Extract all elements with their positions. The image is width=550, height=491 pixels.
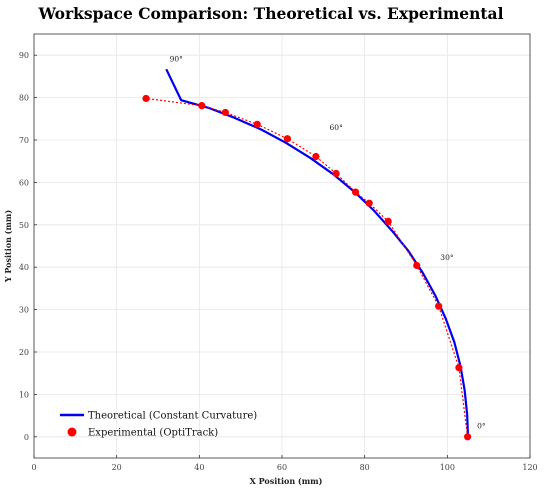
experimental-point <box>365 199 373 207</box>
x-tick-label: 0 <box>31 463 36 472</box>
experimental-point <box>413 261 421 270</box>
experimental-point <box>198 102 206 110</box>
experimental-point <box>312 152 320 161</box>
angle-annotation: 60° <box>330 123 344 132</box>
angle-annotation: 90° <box>170 55 184 64</box>
x-axis-label: X Position (mm) <box>250 476 323 486</box>
y-tick-label: 20 <box>19 348 29 357</box>
experimental-point <box>351 188 360 196</box>
x-tick-label: 100 <box>440 463 455 472</box>
annotations: 0° 30° 60° 90° <box>170 55 486 431</box>
y-tick-label: 80 <box>19 94 29 103</box>
x-tick-label: 20 <box>112 463 122 472</box>
series-theoretical-line <box>165 68 470 437</box>
y-tick-label: 60 <box>19 178 29 187</box>
x-tick-label: 80 <box>360 463 370 472</box>
experimental-point <box>455 364 463 372</box>
legend-label-experimental: Experimental (OptiTrack) <box>88 428 218 439</box>
x-tick-label: 60 <box>277 463 287 472</box>
y-tick-label: 40 <box>19 263 29 272</box>
grid-lines <box>33 34 531 458</box>
chart-title: Workspace Comparison: Theoretical vs. Ex… <box>38 4 504 23</box>
y-tick-label: 90 <box>19 51 29 60</box>
y-tick-label: 10 <box>19 390 29 399</box>
x-tick-label: 120 <box>522 463 537 472</box>
x-tick-label: 40 <box>194 463 204 472</box>
experimental-point <box>332 169 340 178</box>
legend: Theoretical (Constant Curvature) Experim… <box>60 411 257 439</box>
experimental-point <box>221 108 229 117</box>
legend-label-theoretical: Theoretical (Constant Curvature) <box>88 411 257 422</box>
experimental-point <box>253 120 261 128</box>
experimental-point <box>463 433 472 441</box>
experimental-point <box>384 217 392 226</box>
axis-ticks: 0 20 40 60 80 100 120 0 10 20 30 40 50 60 70 80 90 <box>19 51 538 472</box>
series-experimental-line <box>145 97 469 437</box>
experimental-point <box>435 302 443 310</box>
legend-swatch-experimental <box>67 427 77 437</box>
experimental-point <box>283 135 291 143</box>
y-tick-label: 0 <box>24 433 29 442</box>
series-layer <box>142 68 472 441</box>
y-tick-label: 70 <box>19 136 29 145</box>
angle-annotation: 30° <box>440 253 454 262</box>
y-tick-label: 30 <box>19 306 29 315</box>
experimental-point <box>142 94 150 103</box>
angle-annotation: 0° <box>477 421 486 430</box>
y-tick-label: 50 <box>19 221 29 230</box>
y-axis-label: Y Position (mm) <box>3 210 13 284</box>
